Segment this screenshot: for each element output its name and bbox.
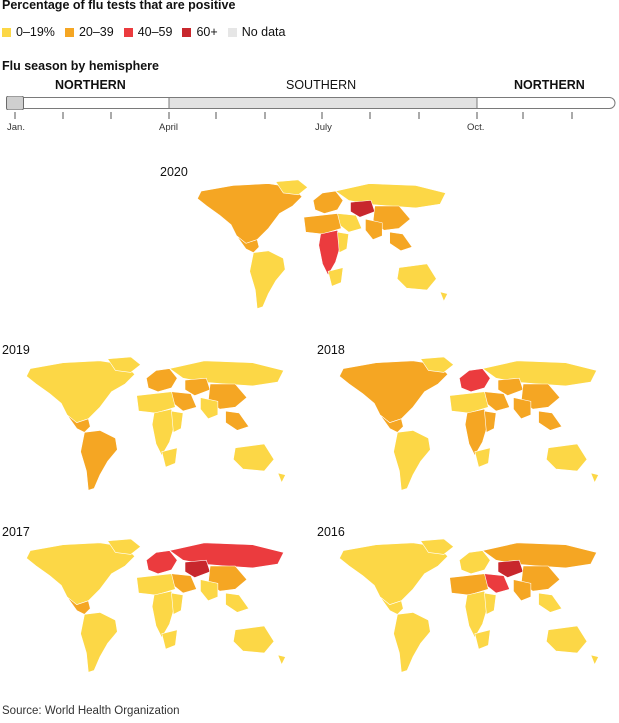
world-map-2019 bbox=[26, 356, 286, 491]
region-central-asia-60plus bbox=[350, 200, 376, 218]
source-note: Source: World Health Organization bbox=[2, 705, 180, 717]
legend-swatch-gray bbox=[227, 27, 237, 37]
map-year-label: 2019 bbox=[2, 343, 30, 357]
legend-item-no-data: No data bbox=[227, 25, 286, 39]
region-central-asia bbox=[497, 377, 524, 396]
world-map-2020 bbox=[197, 179, 448, 310]
month-label-april: April bbox=[159, 122, 179, 133]
region-central-asia bbox=[184, 377, 211, 396]
region-europe bbox=[459, 550, 491, 575]
region-south-asia bbox=[513, 579, 532, 602]
region-greenland bbox=[275, 179, 309, 196]
region-east-africa bbox=[171, 410, 184, 433]
region-southeast-asia bbox=[538, 592, 563, 613]
region-north-africa bbox=[449, 391, 489, 414]
region-new-zealand bbox=[277, 472, 286, 484]
legend: 0–19% 20–39 40–59 60+ No data bbox=[2, 24, 295, 40]
month-label-jan: Jan. bbox=[7, 122, 25, 133]
region-south-asia bbox=[513, 397, 532, 420]
region-east-africa bbox=[171, 592, 184, 615]
legend-swatch-yellow bbox=[2, 27, 11, 37]
timeline-ticks bbox=[14, 112, 573, 119]
region-south-america bbox=[393, 430, 431, 491]
region-europe bbox=[312, 190, 344, 214]
region-east-africa bbox=[484, 410, 497, 433]
map-year-label: 2016 bbox=[317, 525, 345, 539]
region-europe bbox=[146, 368, 178, 393]
region-southern-africa bbox=[161, 629, 178, 650]
map-year-label: 2017 bbox=[2, 525, 30, 539]
region-greenland bbox=[107, 538, 141, 555]
world-map-2017 bbox=[26, 538, 286, 673]
legend-label: No data bbox=[241, 25, 286, 39]
month-label-oct: Oct. bbox=[467, 122, 485, 133]
region-central-america bbox=[66, 596, 91, 615]
legend-label: 40–59 bbox=[137, 25, 173, 39]
region-southern-africa bbox=[474, 447, 491, 468]
hemisphere-label-northern-end: NORTHERN bbox=[514, 78, 585, 92]
legend-item-40-59: 40–59 bbox=[123, 25, 173, 39]
region-europe-red bbox=[146, 550, 178, 575]
month-label-july: July bbox=[315, 122, 332, 133]
legend-label: 60+ bbox=[196, 25, 218, 39]
map-year-label: 2020 bbox=[160, 165, 188, 179]
region-australia bbox=[546, 443, 588, 472]
region-southern-africa bbox=[474, 629, 491, 650]
region-new-zealand bbox=[439, 291, 448, 302]
region-australia bbox=[233, 443, 275, 472]
region-central-america bbox=[379, 596, 404, 615]
season-timeline-bar bbox=[6, 96, 616, 110]
region-australia bbox=[233, 625, 275, 654]
legend-swatch-red bbox=[123, 27, 133, 37]
region-south-america bbox=[80, 612, 118, 673]
chart-title: Percentage of flu tests that are positiv… bbox=[2, 0, 236, 12]
region-north-africa bbox=[449, 573, 489, 596]
region-australia bbox=[396, 263, 437, 291]
region-south-asia bbox=[200, 397, 219, 420]
world-map-2016 bbox=[339, 538, 599, 673]
region-southeast-asia bbox=[389, 231, 413, 252]
legend-label: 20–39 bbox=[78, 25, 114, 39]
hemisphere-label-southern: SOUTHERN bbox=[286, 78, 357, 92]
region-north-africa bbox=[136, 573, 176, 596]
season-title: Flu season by hemisphere bbox=[2, 59, 159, 73]
hemisphere-label-northern-start: NORTHERN bbox=[55, 78, 126, 92]
region-south-asia bbox=[200, 579, 219, 602]
region-south-america bbox=[80, 430, 118, 491]
region-south-america bbox=[393, 612, 431, 673]
region-east-africa bbox=[484, 592, 497, 615]
region-southeast-asia bbox=[225, 592, 250, 613]
legend-label: 0–19% bbox=[16, 25, 55, 39]
region-central-asia-60plus bbox=[184, 559, 211, 578]
region-greenland bbox=[420, 538, 454, 555]
region-australia bbox=[546, 625, 588, 654]
region-new-zealand bbox=[590, 472, 599, 484]
region-southeast-asia bbox=[225, 410, 250, 431]
region-europe-red bbox=[459, 368, 491, 393]
region-south-america bbox=[249, 250, 286, 310]
world-map-2018 bbox=[339, 356, 599, 491]
region-north-africa bbox=[303, 213, 342, 235]
region-central-america bbox=[66, 414, 91, 433]
region-southeast-asia bbox=[538, 410, 563, 431]
region-new-zealand bbox=[277, 654, 286, 666]
region-south-asia bbox=[365, 218, 383, 240]
legend-item-20-39: 20–39 bbox=[64, 25, 114, 39]
region-east-africa bbox=[337, 231, 349, 254]
map-year-label: 2018 bbox=[317, 343, 345, 357]
region-greenland bbox=[420, 356, 454, 373]
legend-item-60-plus: 60+ bbox=[182, 25, 218, 39]
region-southern-africa bbox=[327, 267, 344, 287]
timeline-handle bbox=[6, 96, 24, 110]
region-central-asia-60plus bbox=[497, 559, 524, 578]
legend-swatch-orange bbox=[64, 27, 74, 37]
region-central-america bbox=[236, 235, 260, 254]
region-north-africa bbox=[136, 391, 176, 414]
region-central-america bbox=[379, 414, 404, 433]
region-southern-africa bbox=[161, 447, 178, 468]
region-greenland bbox=[107, 356, 141, 373]
legend-swatch-dark-red bbox=[182, 27, 192, 37]
legend-item-0-19: 0–19% bbox=[2, 25, 55, 39]
region-new-zealand bbox=[590, 654, 599, 666]
